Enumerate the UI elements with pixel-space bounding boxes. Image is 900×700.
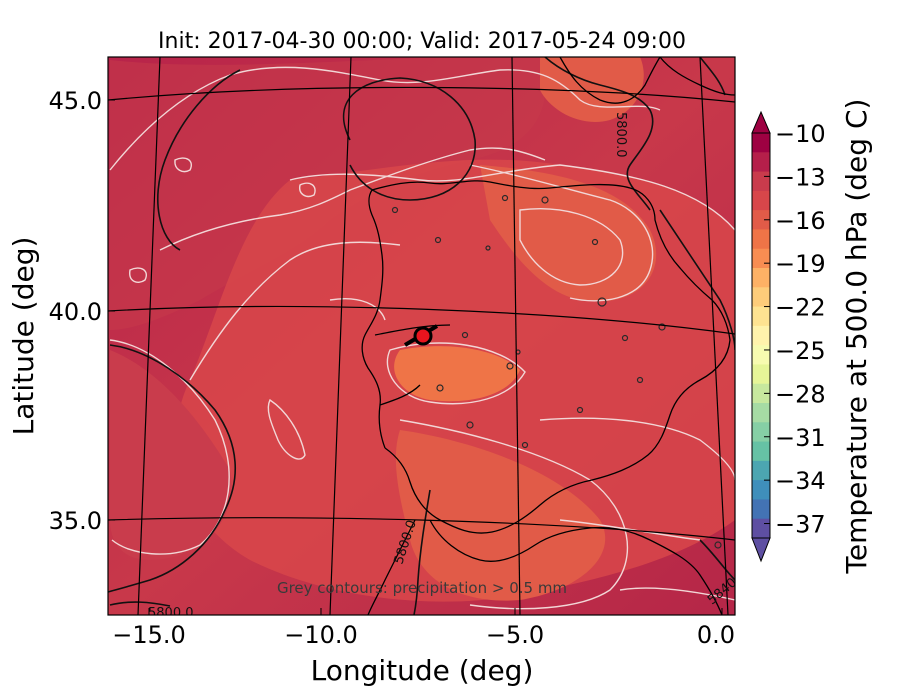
colorbar-tick-label: −37 — [775, 511, 826, 539]
colorbar-band — [752, 248, 770, 269]
colorbar-band — [752, 518, 770, 539]
colorbar-tick-label: −31 — [775, 424, 826, 452]
colorbar: −10 −13 −16 −19 −22 −25 −28 −31 −34 −37 Temperatu… — [751, 99, 873, 575]
colorbar-band — [752, 383, 770, 404]
x-tick-label: 0.0 — [697, 621, 735, 649]
colorbar-band — [752, 152, 770, 173]
colorbar-band — [752, 171, 770, 192]
colorbar-band — [752, 190, 770, 211]
colorbar-band — [752, 422, 770, 443]
colorbar-band — [752, 403, 770, 423]
y-tick-label: 45.0 — [49, 87, 102, 115]
colorbar-tick-label: −28 — [775, 380, 826, 408]
colorbar-extend-max — [751, 110, 771, 134]
colorbar-frame — [751, 132, 771, 539]
colorbar-tick-label: −22 — [775, 294, 826, 322]
map-panel: 5800.0 5800.0 5800.0 5840 Grey contours:… — [108, 57, 735, 621]
region-warmest — [394, 346, 520, 402]
isotherm-contours — [109, 66, 735, 610]
y-tick-label: 40.0 — [49, 298, 102, 326]
colorbar-tick-label: −19 — [775, 250, 826, 278]
precipitation-note: Grey contours: precipitation > 0.5 mm — [277, 579, 567, 597]
colorbar-band — [752, 460, 770, 481]
colorbar-band — [752, 229, 770, 250]
map-frame — [107, 56, 736, 616]
colorbar-band — [752, 306, 770, 327]
colorbar-band — [752, 480, 770, 500]
y-tick-label: 35.0 — [49, 507, 102, 535]
colorbar-tick-label: −16 — [775, 207, 826, 235]
y-axis: 45.0 40.0 35.0 Latitude (deg) — [7, 87, 115, 535]
map-title: Init: 2017-04-30 00:00; Valid: 2017-05-2… — [158, 29, 686, 54]
region-west-ocean — [110, 350, 232, 560]
contour-label: 5800.0 — [148, 606, 194, 621]
colorbar-band — [752, 441, 770, 462]
location-marker — [413, 326, 433, 346]
colorbar-band — [752, 364, 770, 385]
colorbar-band — [752, 268, 770, 288]
colorbar-band — [752, 133, 770, 153]
colorbar-ticks: −10 −13 −16 −19 −22 −25 −28 −31 −34 −37 — [764, 120, 826, 539]
x-tick-label: −10.0 — [284, 621, 358, 649]
colorbar-bands — [752, 133, 770, 539]
colorbar-band — [752, 287, 770, 308]
colorbar-tick-label: −25 — [775, 337, 826, 365]
colorbar-band — [752, 210, 770, 230]
graticule — [108, 57, 735, 615]
colorbar-extend-min — [751, 537, 771, 563]
colorbar-band — [752, 345, 770, 365]
x-axis-label: Longitude (deg) — [311, 654, 534, 687]
coastlines — [361, 57, 735, 615]
contour-label: 5800.0 — [613, 112, 628, 158]
height-contours — [108, 57, 735, 615]
colorbar-tick-label: −10 — [775, 120, 826, 148]
y-axis-label: Latitude (deg) — [7, 237, 40, 436]
colorbar-tick-label: −13 — [775, 163, 826, 191]
x-axis: −15.0 −10.0 −5.0 0.0 Longitude (deg) — [112, 608, 735, 687]
x-tick-label: −15.0 — [112, 621, 186, 649]
colorbar-label: Temperature at 500.0 hPa (deg C) — [840, 99, 873, 575]
colorbar-band — [752, 325, 770, 346]
region-warm-northeast — [540, 57, 644, 122]
region-warm-south — [395, 430, 606, 601]
x-tick-label: −5.0 — [486, 621, 544, 649]
colorbar-tick-label: −34 — [775, 467, 826, 495]
colorbar-band — [752, 499, 770, 520]
region-warm-east — [480, 165, 657, 302]
precipitation-contours — [391, 194, 722, 549]
